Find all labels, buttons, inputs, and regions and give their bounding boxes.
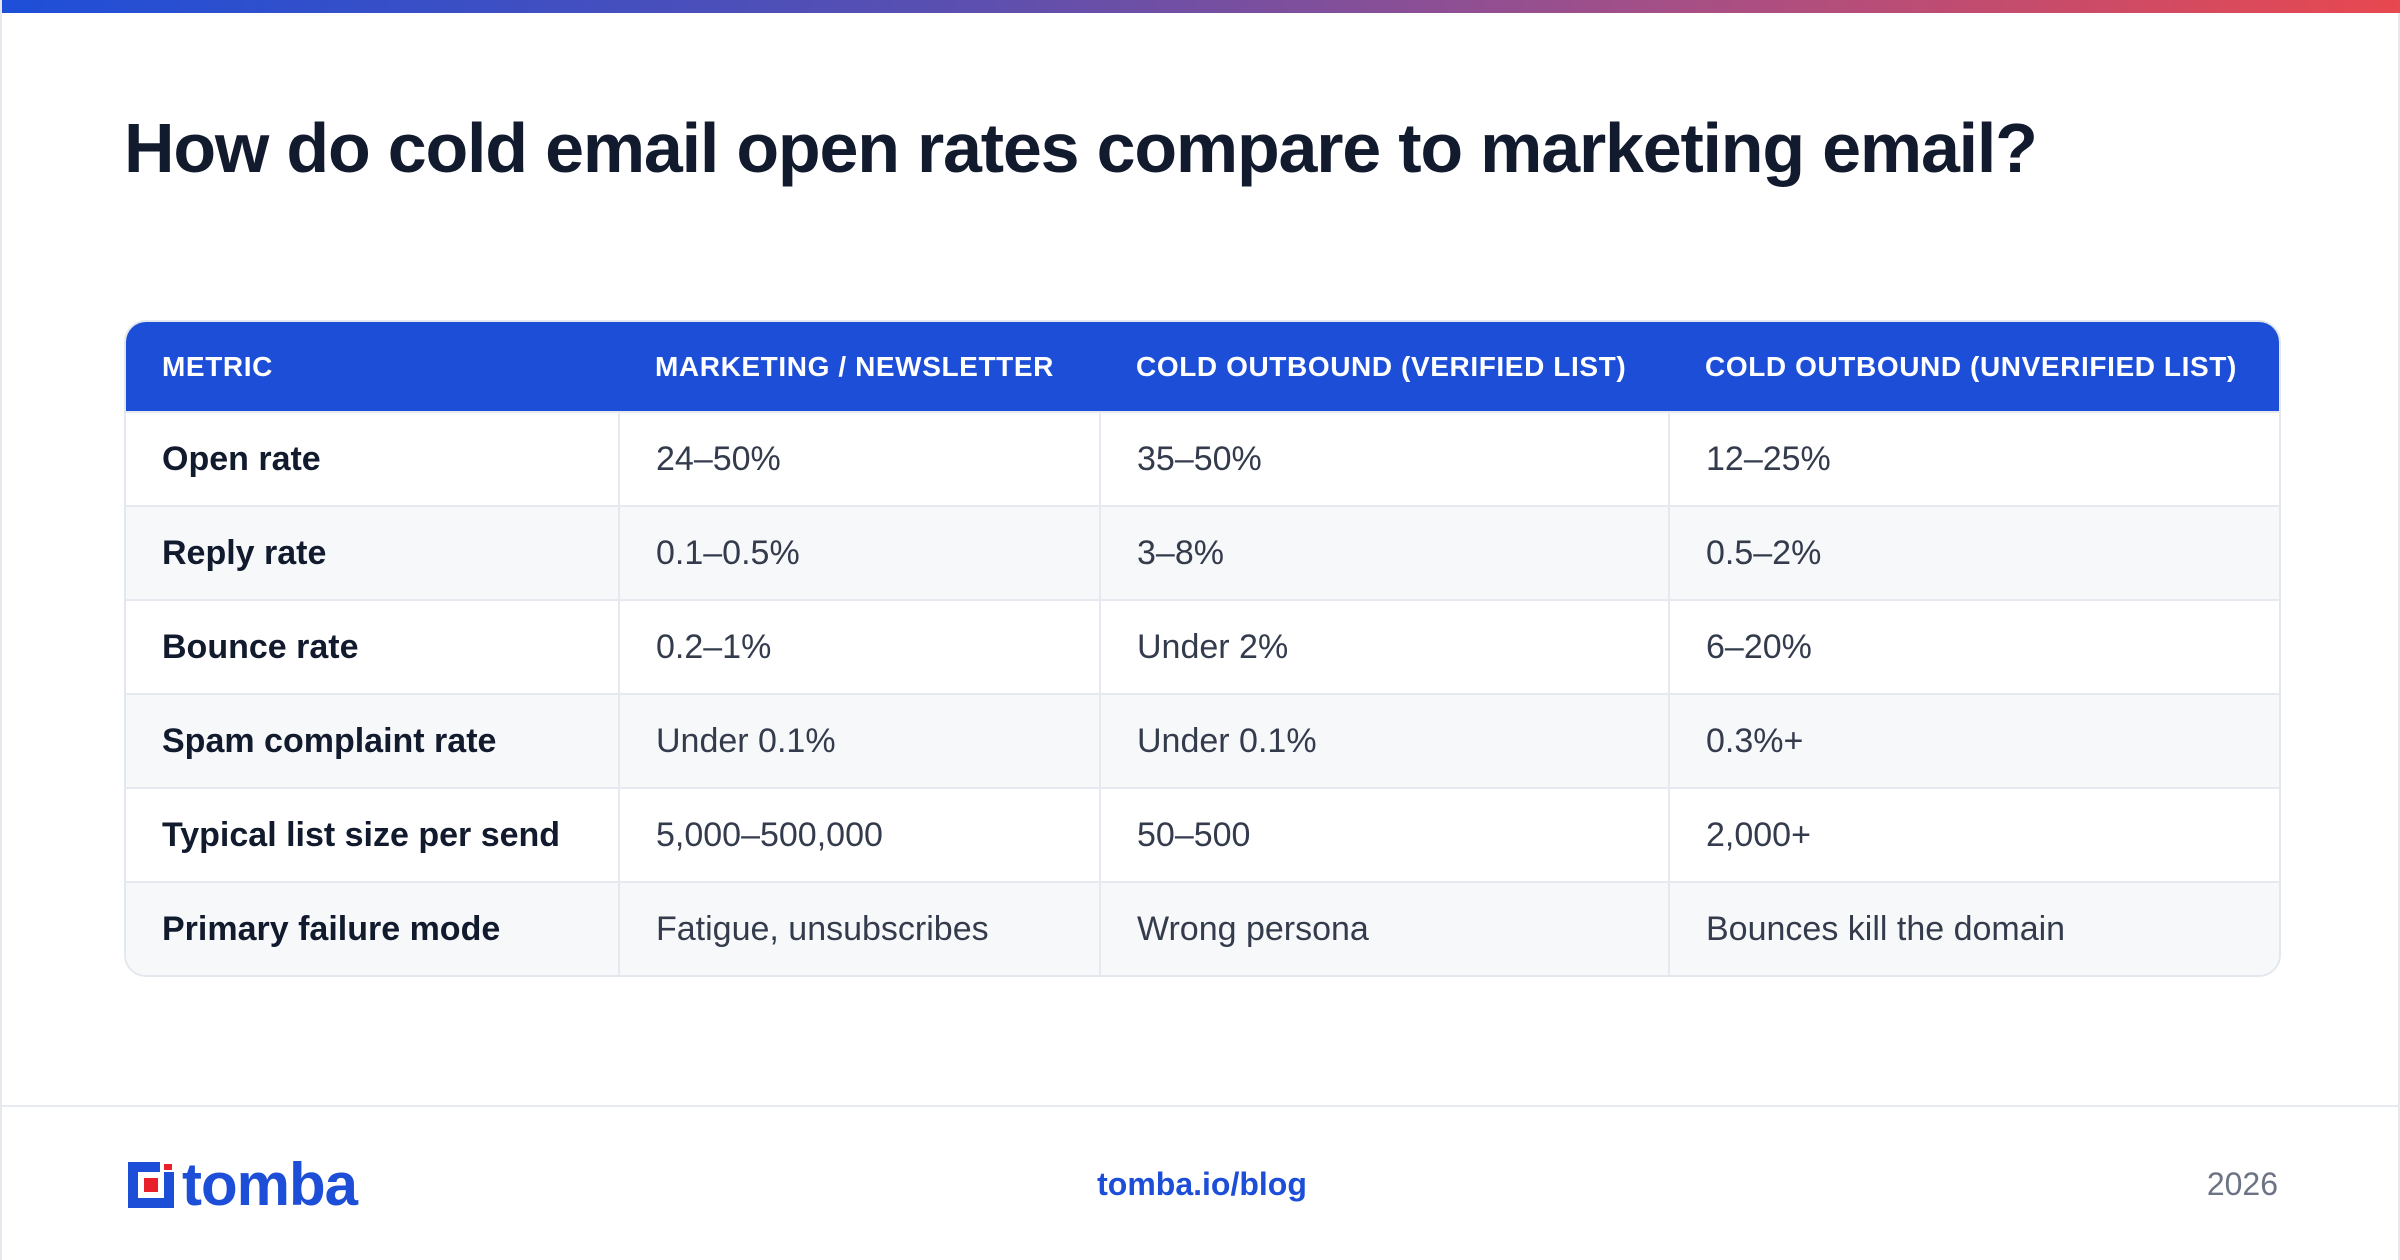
- metric-cell: Typical list size per send: [126, 787, 619, 882]
- metric-cell: Spam complaint rate: [126, 693, 619, 788]
- value-cell: 24–50%: [618, 411, 1100, 506]
- value-cell: 6–20%: [1668, 599, 2279, 694]
- tomba-logo[interactable]: tomba: [124, 1151, 358, 1218]
- table-row: Typical list size per send 5,000–500,000…: [126, 787, 2279, 882]
- table-row: Reply rate 0.1–0.5% 3–8% 0.5–2%: [126, 505, 2279, 600]
- value-cell: 0.1–0.5%: [618, 505, 1100, 600]
- value-cell: 5,000–500,000: [618, 787, 1100, 882]
- tomba-logo-icon: [128, 1162, 174, 1208]
- value-cell: Bounces kill the domain: [1668, 881, 2279, 975]
- header-cold-unverified: COLD OUTBOUND (UNVERIFIED LIST): [1705, 350, 2237, 382]
- metric-cell: Open rate: [126, 411, 619, 506]
- footer-year: 2026: [2206, 1166, 2278, 1202]
- blog-link[interactable]: tomba.io/blog: [2, 1166, 2400, 1203]
- value-cell: Fatigue, unsubscribes: [618, 881, 1100, 975]
- comparison-table: METRIC MARKETING / NEWSLETTER COLD OUTBO…: [124, 320, 2281, 977]
- header-metric: METRIC: [162, 350, 273, 382]
- value-cell: 0.3%+: [1668, 693, 2279, 788]
- metric-cell: Reply rate: [126, 505, 619, 600]
- metric-cell: Primary failure mode: [126, 881, 619, 975]
- value-cell: Wrong persona: [1099, 881, 1669, 975]
- value-cell: 50–500: [1099, 787, 1669, 882]
- top-gradient-bar: [2, 0, 2400, 13]
- page-title: How do cold email open rates compare to …: [124, 109, 2038, 187]
- metric-cell: Bounce rate: [126, 599, 619, 694]
- value-cell: 3–8%: [1099, 505, 1669, 600]
- value-cell: 2,000+: [1668, 787, 2279, 882]
- value-cell: 12–25%: [1668, 411, 2279, 506]
- table-row: Open rate 24–50% 35–50% 12–25%: [126, 411, 2279, 506]
- table-row: Primary failure mode Fatigue, unsubscrib…: [126, 881, 2279, 975]
- value-cell: 0.5–2%: [1668, 505, 2279, 600]
- value-cell: 0.2–1%: [618, 599, 1100, 694]
- header-cold-verified: COLD OUTBOUND (VERIFIED LIST): [1136, 350, 1627, 382]
- value-cell: 35–50%: [1099, 411, 1669, 506]
- header-marketing: MARKETING / NEWSLETTER: [655, 350, 1054, 382]
- table-header-row: METRIC MARKETING / NEWSLETTER COLD OUTBO…: [126, 322, 2279, 412]
- table-row: Bounce rate 0.2–1% Under 2% 6–20%: [126, 599, 2279, 694]
- logo-wordmark: tomba: [182, 1151, 358, 1218]
- table-row: Spam complaint rate Under 0.1% Under 0.1…: [126, 693, 2279, 788]
- value-cell: Under 2%: [1099, 599, 1669, 694]
- footer-divider: [2, 1105, 2400, 1107]
- value-cell: Under 0.1%: [618, 693, 1100, 788]
- value-cell: Under 0.1%: [1099, 693, 1669, 788]
- blog-link-text[interactable]: tomba.io/blog: [1097, 1166, 1307, 1202]
